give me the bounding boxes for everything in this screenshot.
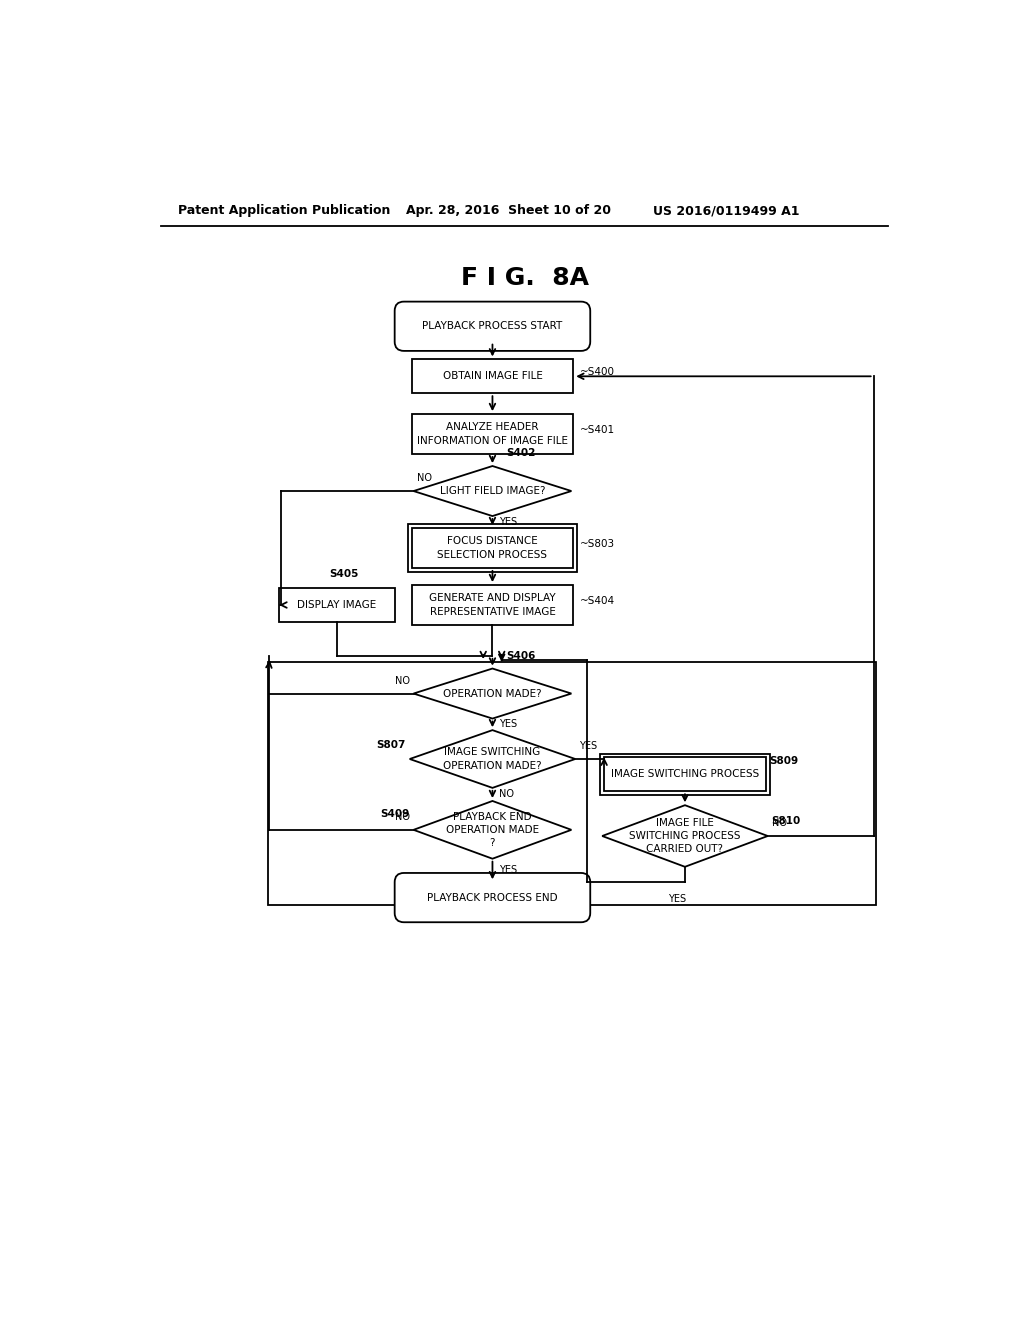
Text: S402: S402 <box>506 449 536 458</box>
Text: ANALYZE HEADER
INFORMATION OF IMAGE FILE: ANALYZE HEADER INFORMATION OF IMAGE FILE <box>417 422 568 446</box>
FancyBboxPatch shape <box>394 873 590 923</box>
Text: S406: S406 <box>506 651 536 661</box>
FancyBboxPatch shape <box>412 528 573 568</box>
FancyBboxPatch shape <box>394 302 590 351</box>
Text: US 2016/0119499 A1: US 2016/0119499 A1 <box>652 205 799 218</box>
Text: PLAYBACK END
OPERATION MADE
?: PLAYBACK END OPERATION MADE ? <box>445 812 539 847</box>
Text: IMAGE SWITCHING PROCESS: IMAGE SWITCHING PROCESS <box>611 770 759 779</box>
Text: OBTAIN IMAGE FILE: OBTAIN IMAGE FILE <box>442 371 543 381</box>
Text: S809: S809 <box>770 755 799 766</box>
Text: S405: S405 <box>330 569 358 578</box>
Text: FOCUS DISTANCE
SELECTION PROCESS: FOCUS DISTANCE SELECTION PROCESS <box>437 536 548 560</box>
Text: ~S404: ~S404 <box>580 597 614 606</box>
Polygon shape <box>414 668 571 718</box>
Text: YES: YES <box>499 719 517 730</box>
Text: NO: NO <box>499 789 514 800</box>
Polygon shape <box>414 801 571 859</box>
Text: S810: S810 <box>772 816 801 825</box>
Text: ~S401: ~S401 <box>580 425 614 436</box>
Text: S807: S807 <box>377 741 406 750</box>
Text: S409: S409 <box>381 809 410 820</box>
Text: IMAGE SWITCHING
OPERATION MADE?: IMAGE SWITCHING OPERATION MADE? <box>443 747 542 771</box>
FancyBboxPatch shape <box>280 589 394 622</box>
FancyBboxPatch shape <box>412 359 573 393</box>
Text: Apr. 28, 2016  Sheet 10 of 20: Apr. 28, 2016 Sheet 10 of 20 <box>407 205 611 218</box>
Text: ~S400: ~S400 <box>580 367 614 378</box>
Text: IMAGE FILE
SWITCHING PROCESS
CARRIED OUT?: IMAGE FILE SWITCHING PROCESS CARRIED OUT… <box>629 818 740 854</box>
Polygon shape <box>410 730 575 788</box>
Text: F I G.  8A: F I G. 8A <box>461 265 589 290</box>
Text: NO: NO <box>394 812 410 822</box>
Text: YES: YES <box>580 742 597 751</box>
Text: ~S803: ~S803 <box>580 539 614 549</box>
Text: NO: NO <box>772 818 786 829</box>
Polygon shape <box>602 805 768 867</box>
Polygon shape <box>414 466 571 516</box>
Text: OPERATION MADE?: OPERATION MADE? <box>443 689 542 698</box>
Text: PLAYBACK PROCESS END: PLAYBACK PROCESS END <box>427 892 558 903</box>
Text: LIGHT FIELD IMAGE?: LIGHT FIELD IMAGE? <box>439 486 545 496</box>
Text: NO: NO <box>394 676 410 686</box>
Text: YES: YES <box>499 866 517 875</box>
Text: GENERATE AND DISPLAY
REPRESENTATIVE IMAGE: GENERATE AND DISPLAY REPRESENTATIVE IMAG… <box>429 594 556 616</box>
FancyBboxPatch shape <box>267 663 876 904</box>
Text: NO: NO <box>418 474 432 483</box>
Text: DISPLAY IMAGE: DISPLAY IMAGE <box>297 601 377 610</box>
Text: YES: YES <box>669 894 686 904</box>
FancyBboxPatch shape <box>604 758 766 792</box>
Text: Patent Application Publication: Patent Application Publication <box>178 205 391 218</box>
Text: PLAYBACK PROCESS START: PLAYBACK PROCESS START <box>422 321 562 331</box>
FancyBboxPatch shape <box>412 585 573 626</box>
Text: YES: YES <box>499 517 517 527</box>
FancyBboxPatch shape <box>412 414 573 454</box>
